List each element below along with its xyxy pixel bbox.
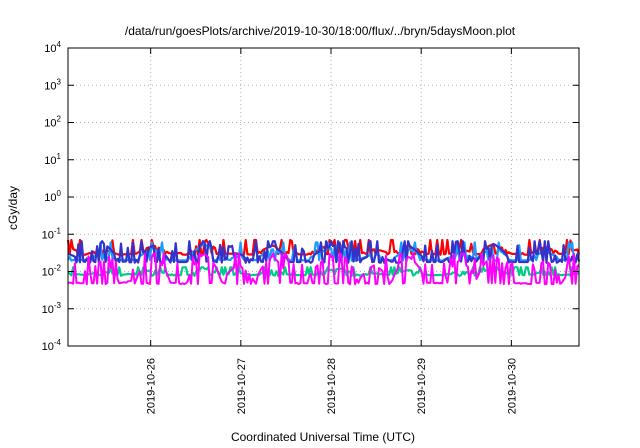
x-tick-label: 2019-10-29 bbox=[416, 358, 428, 414]
y-tick-label: 102 bbox=[44, 115, 61, 130]
x-tick-label: 2019-10-30 bbox=[506, 358, 518, 414]
y-tick-label: 10-3 bbox=[42, 301, 62, 316]
x-tick-label: 2019-10-28 bbox=[326, 358, 338, 414]
series-group bbox=[66, 238, 581, 286]
y-tick-label: 10-2 bbox=[42, 264, 62, 279]
y-tick-label: 10-1 bbox=[42, 226, 62, 241]
x-tick-label: 2019-10-27 bbox=[236, 358, 248, 414]
x-tick-label: 2019-10-26 bbox=[146, 358, 158, 414]
y-tick-label: 103 bbox=[44, 77, 61, 92]
y-tick-label: 100 bbox=[44, 189, 61, 204]
chart-title: /data/run/goesPlots/archive/2019-10-30/1… bbox=[125, 24, 516, 38]
x-axis-label: Coordinated Universal Time (UTC) bbox=[231, 430, 415, 444]
y-tick-label: 10-4 bbox=[42, 338, 62, 353]
y-tick-label: 104 bbox=[44, 40, 61, 55]
series-line bbox=[67, 252, 580, 286]
x-ticks: 2019-10-26 2019-10-27 2019-10-28 2019-10-29… bbox=[146, 48, 518, 414]
y-tick-label: 101 bbox=[44, 152, 61, 167]
y-ticks: 10-4 10-3 10-2 10-1 100 101 102 103 104 bbox=[42, 40, 579, 353]
grid bbox=[68, 48, 579, 346]
y-axis-label: cGy/day bbox=[6, 186, 20, 230]
